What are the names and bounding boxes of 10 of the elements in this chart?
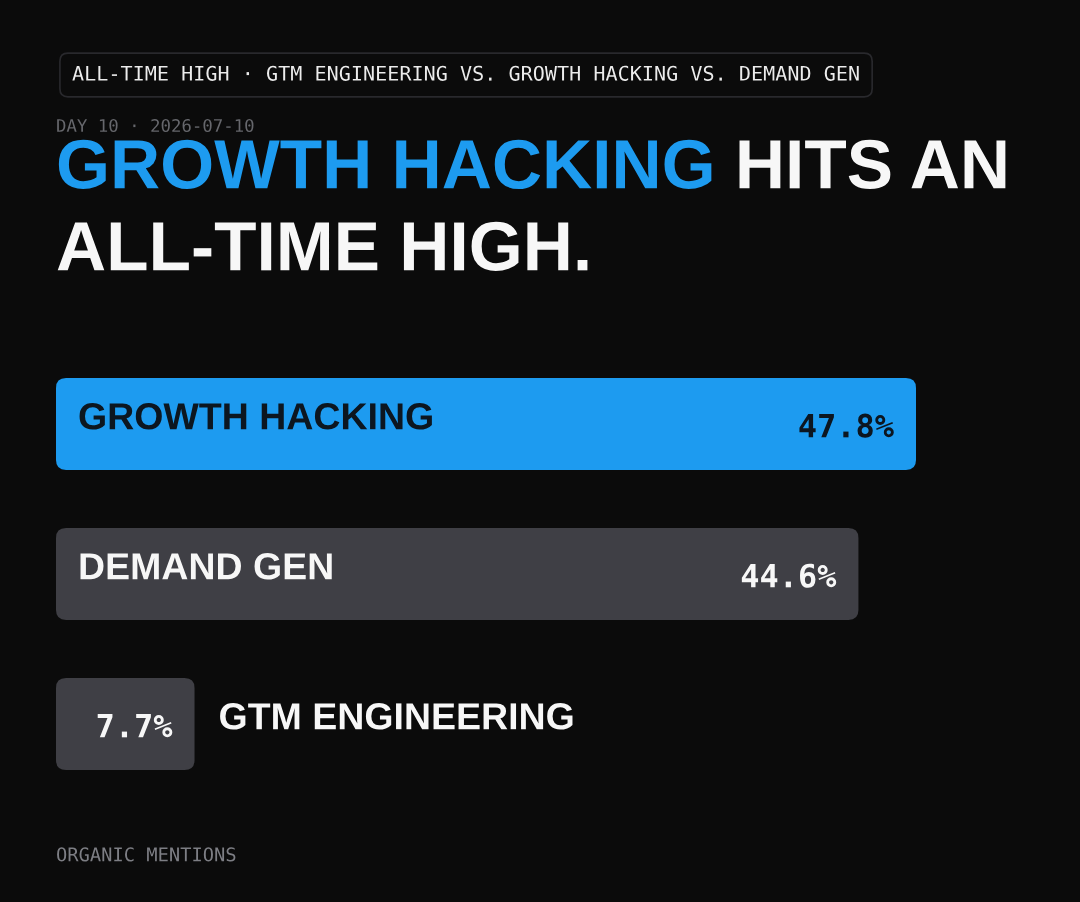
data-label: 44.6%	[741, 563, 837, 588]
y-tick-label: GROWTH HACKING	[79, 403, 432, 430]
text: ORGANIC MENTIONS	[57, 847, 236, 862]
data-label: 7.7%	[97, 714, 173, 738]
data-label: 47.8%	[799, 413, 894, 438]
text: DAY 10 · 2026-07-10	[57, 118, 254, 133]
chart-title: GROWTH HACKING HITS AN ALL-TIME HIGH.	[57, 139, 1006, 272]
y-tick-label: DEMAND GEN	[80, 553, 332, 580]
y-tick-label: GTM ENGINEERING	[220, 703, 573, 730]
text: ALL-TIME HIGH · GTM ENGINEERING VS. GROWTH HACKING VS. DEMAND GEN	[72, 65, 859, 81]
